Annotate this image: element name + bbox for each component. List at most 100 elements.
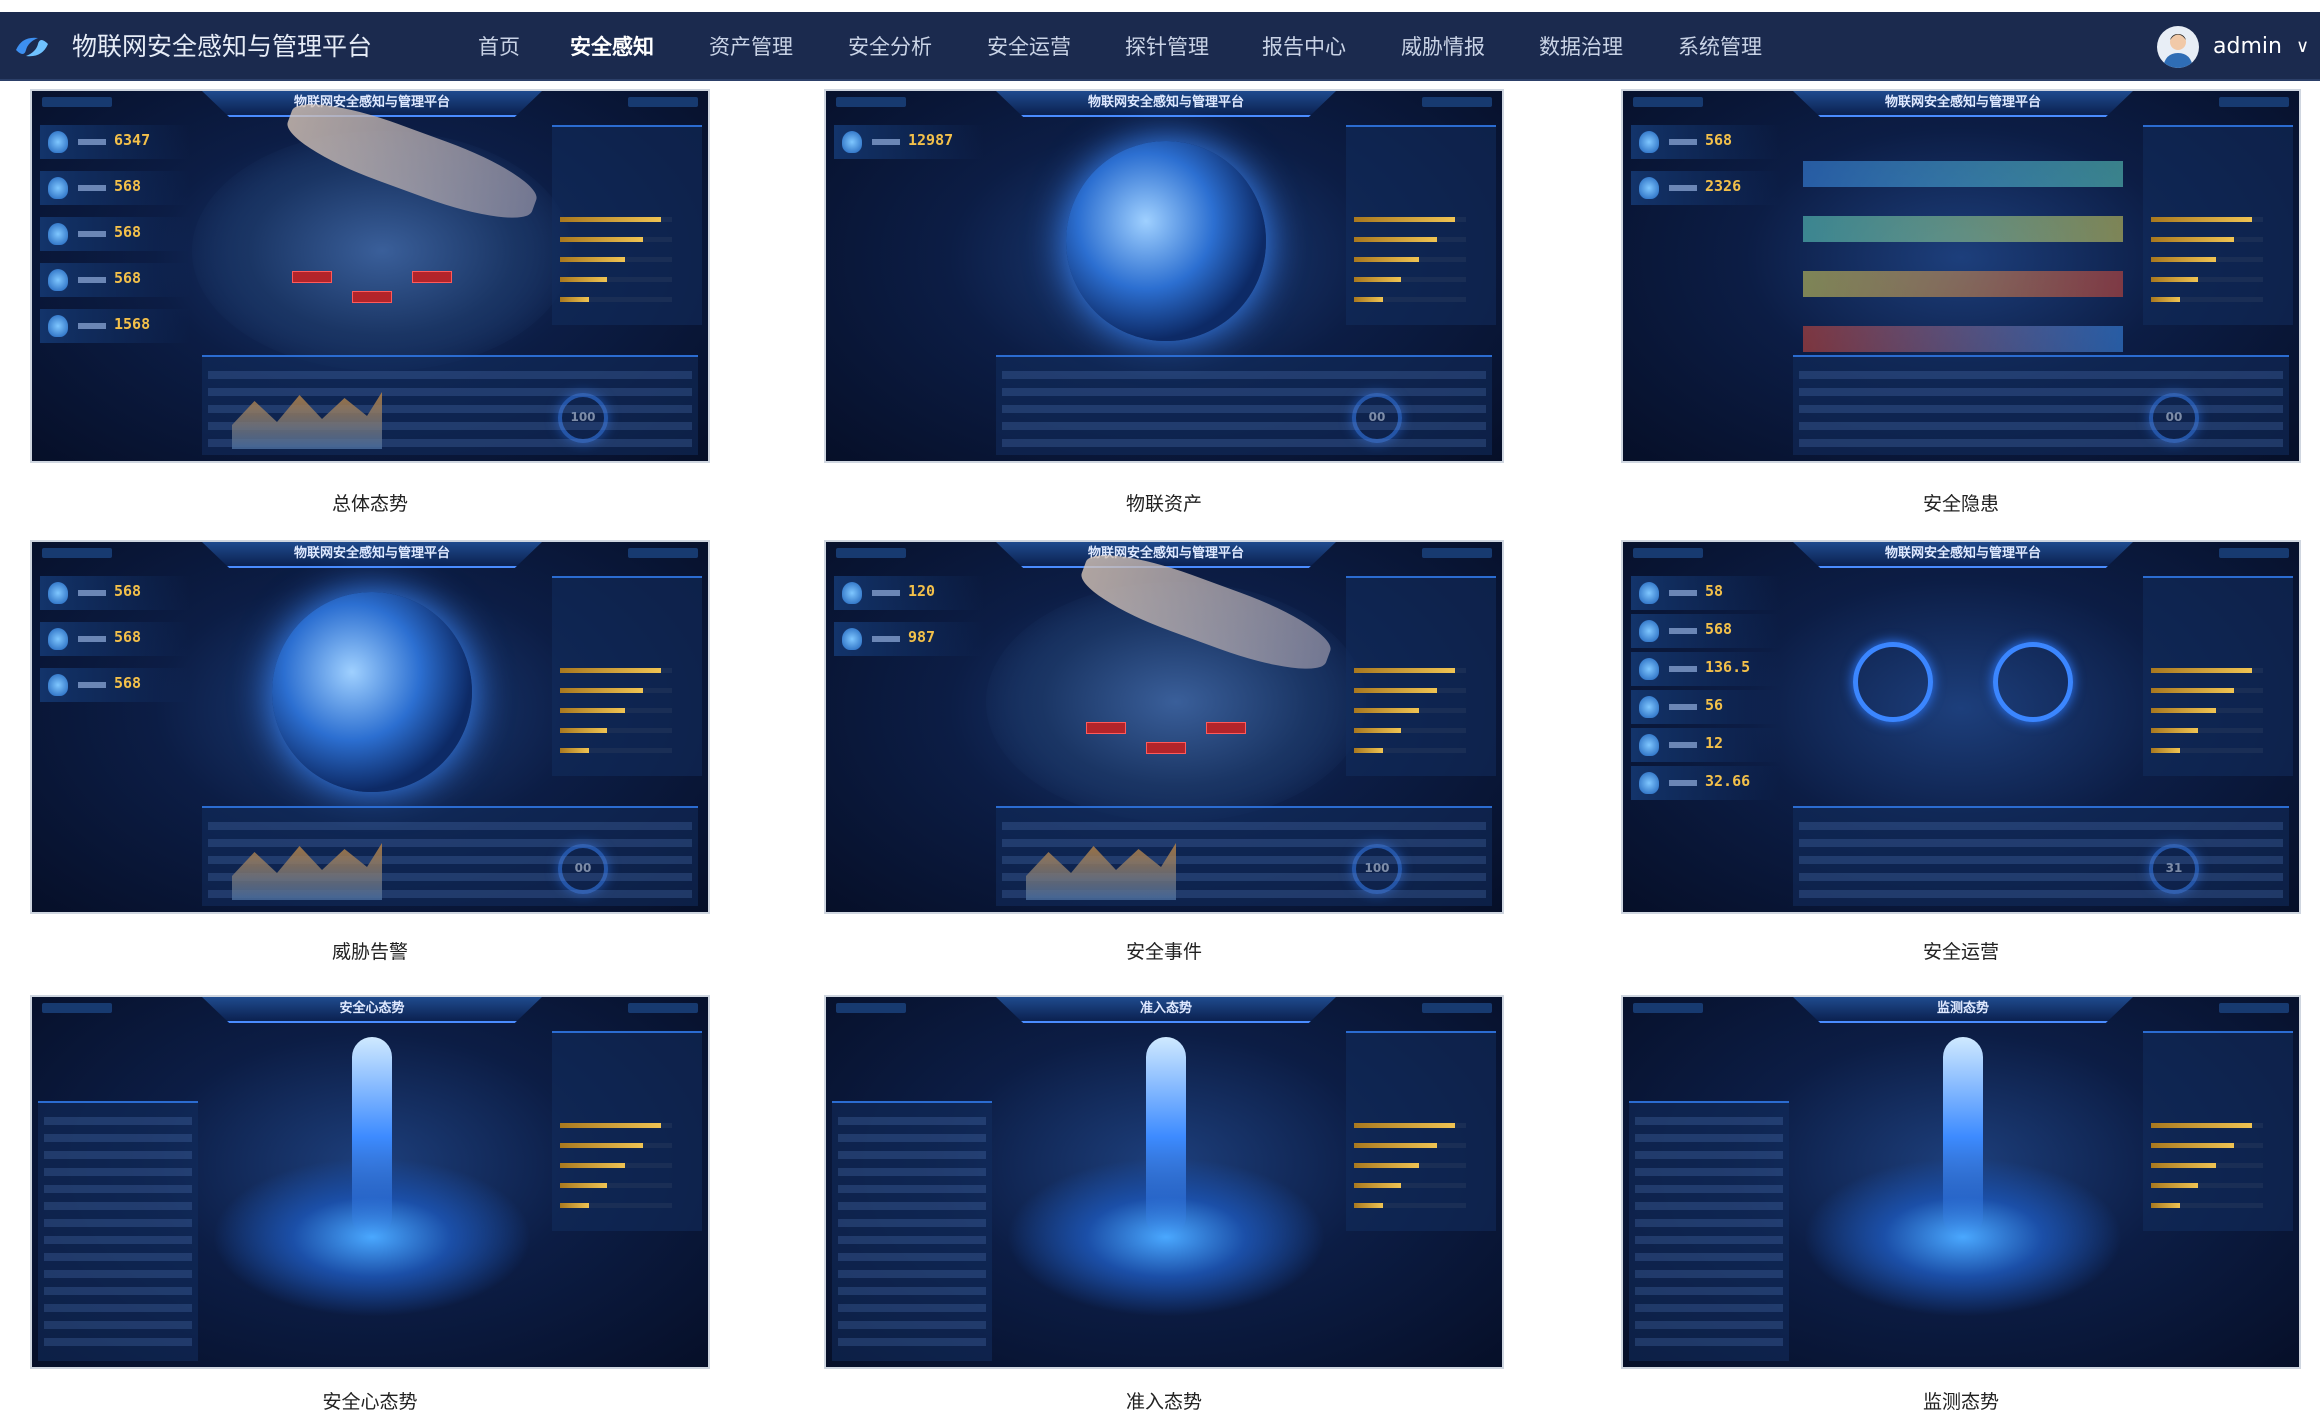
bar-fill xyxy=(2151,297,2181,302)
preview-top-left-tag xyxy=(42,1003,112,1013)
bar-track xyxy=(1354,237,1466,242)
stat-icon xyxy=(842,131,862,153)
stat-icon xyxy=(1639,772,1659,794)
bar-track xyxy=(560,217,672,222)
bar-fill xyxy=(560,688,643,693)
preview-screen-title: 准入态势 xyxy=(996,997,1336,1023)
stat-label xyxy=(78,139,106,145)
table-row xyxy=(208,388,692,396)
table-row xyxy=(1799,839,2283,847)
stat-label xyxy=(1669,139,1697,145)
table-row xyxy=(1635,1338,1783,1346)
bar-fill xyxy=(1354,1183,1402,1188)
table-row xyxy=(838,1219,986,1227)
nav-item-6[interactable]: 报告中心 xyxy=(1262,35,1346,59)
bar-fill xyxy=(1354,1123,1455,1128)
nav-item-0[interactable]: 首页 xyxy=(478,35,520,59)
globe-visual xyxy=(272,592,472,792)
preview-top-left-tag xyxy=(42,548,112,558)
stat-label xyxy=(78,636,106,642)
app-title: 物联网安全感知与管理平台 xyxy=(72,32,373,61)
table-row xyxy=(44,1219,192,1227)
stat-item: 12 xyxy=(1631,728,1781,762)
bar-fill xyxy=(2151,688,2234,693)
bar-track xyxy=(560,297,672,302)
nav-item-8[interactable]: 数据治理 xyxy=(1539,35,1623,59)
stat-item: 120 xyxy=(834,576,984,610)
bar-track xyxy=(1354,1183,1466,1188)
preview-top-left-tag xyxy=(1633,1003,1703,1013)
bar-fill xyxy=(560,1163,625,1168)
table-row xyxy=(838,1304,986,1312)
bar-track xyxy=(560,708,672,713)
table-row xyxy=(44,1185,192,1193)
bar-fill xyxy=(2151,728,2199,733)
table-row xyxy=(1799,822,2283,830)
stat-icon xyxy=(1639,620,1659,642)
alert-marker xyxy=(1086,722,1126,734)
bar-track xyxy=(560,688,672,693)
dashboard-card-label: 安全事件 xyxy=(1125,941,1202,963)
bottom-table xyxy=(202,806,698,906)
table-row xyxy=(1635,1134,1783,1142)
stat-value: 568 xyxy=(114,674,142,692)
preview-top-left-tag xyxy=(1633,548,1703,558)
bar-fill xyxy=(560,237,643,242)
bar-fill xyxy=(1354,237,1437,242)
bar-track xyxy=(560,748,672,753)
preview-screen-title: 物联网安全感知与管理平台 xyxy=(202,91,542,117)
table-row xyxy=(1002,856,1486,864)
dashboard-card-label: 总体态势 xyxy=(331,493,408,515)
table-row xyxy=(208,890,692,898)
bar-fill xyxy=(560,257,625,262)
stat-icon xyxy=(48,582,68,604)
bottom-table xyxy=(832,1101,992,1361)
table-row xyxy=(1635,1287,1783,1295)
stat-value: 120 xyxy=(908,582,936,600)
stat-label xyxy=(1669,628,1697,634)
table-row xyxy=(1799,388,2283,396)
stat-label xyxy=(78,590,106,596)
bar-fill xyxy=(2151,1183,2199,1188)
nav-item-7[interactable]: 威胁情报 xyxy=(1401,35,1485,59)
table-row xyxy=(1799,873,2283,881)
bar-fill xyxy=(560,1203,590,1208)
bar-fill xyxy=(1354,688,1437,693)
table-row xyxy=(838,1117,986,1125)
nav-item-4[interactable]: 安全运营 xyxy=(987,35,1071,59)
table-row xyxy=(1635,1236,1783,1244)
table-row xyxy=(208,371,692,379)
beam xyxy=(1943,1037,1983,1237)
stat-value: 568 xyxy=(114,177,142,195)
stat-value: 568 xyxy=(1705,131,1733,149)
dashboard-preview-thumbnail: 物联网安全感知与管理平台63475685685681568100 xyxy=(30,89,710,463)
table-row xyxy=(838,1151,986,1159)
chevron-down-icon[interactable]: ∨ xyxy=(2296,36,2310,57)
table-row xyxy=(838,1321,986,1329)
nav-item-5[interactable]: 探针管理 xyxy=(1125,35,1209,59)
stat-item: 568 xyxy=(1631,614,1781,648)
sankey-flow xyxy=(1803,216,2123,242)
nav-item-9[interactable]: 系统管理 xyxy=(1678,35,1762,59)
stat-label xyxy=(1669,780,1697,786)
nav-item-2[interactable]: 资产管理 xyxy=(709,35,793,59)
alert-marker xyxy=(412,271,452,283)
stat-icon xyxy=(48,131,68,153)
nav-item-3[interactable]: 安全分析 xyxy=(848,35,932,59)
right-panel xyxy=(2143,576,2293,776)
user-avatar[interactable] xyxy=(2157,26,2199,68)
bar-fill xyxy=(1354,1143,1437,1148)
table-row xyxy=(44,1304,192,1312)
right-panel xyxy=(1346,576,1496,776)
stat-item: 568 xyxy=(40,171,190,205)
stat-icon xyxy=(842,628,862,650)
preview-screen-title: 物联网安全感知与管理平台 xyxy=(996,91,1336,117)
stat-item: 1568 xyxy=(40,309,190,343)
stat-value: 12 xyxy=(1705,734,1724,752)
bar-fill xyxy=(560,1143,643,1148)
nav-item-1[interactable]: 安全感知 xyxy=(570,35,654,59)
bar-fill xyxy=(1354,297,1384,302)
bar-fill xyxy=(560,708,625,713)
dashboard-card-label: 监测态势 xyxy=(1922,1391,1999,1413)
username[interactable]: admin xyxy=(2213,34,2282,59)
